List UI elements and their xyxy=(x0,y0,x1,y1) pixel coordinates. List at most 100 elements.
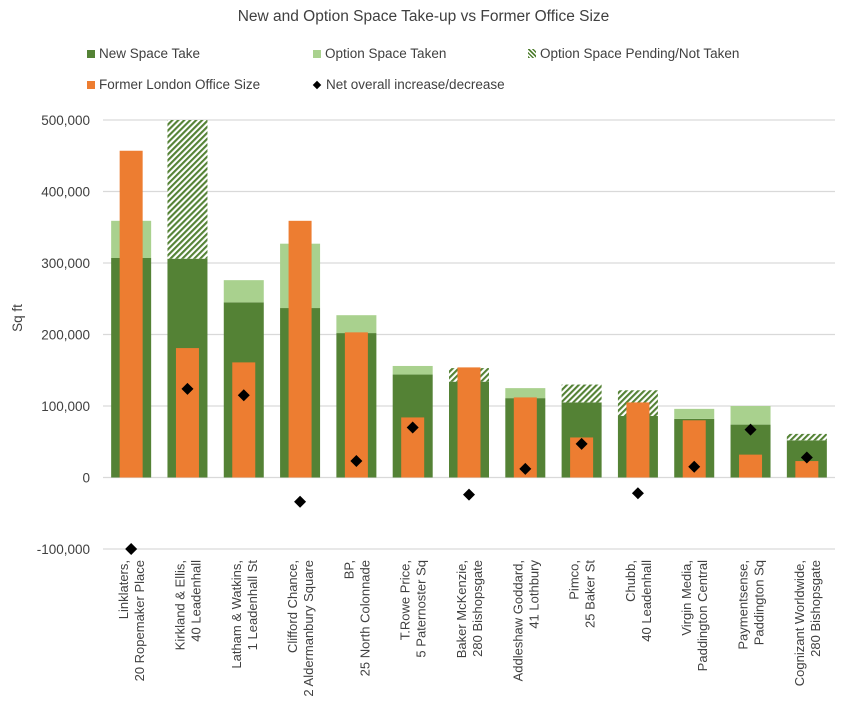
marker-net-change xyxy=(631,487,644,500)
x-tick-label: 40 Leadenhall xyxy=(639,560,654,642)
legend-swatch-dark-green-icon xyxy=(87,49,95,58)
x-tick-label: 20 Ropemaker Place xyxy=(132,560,147,681)
x-tick-label-group: Clifford Chance, 2 Aldermanbury Square xyxy=(285,560,316,697)
marker-net-change xyxy=(463,488,475,501)
bars xyxy=(111,120,827,478)
marker-net-change xyxy=(519,462,532,475)
legend-label: Option Space Pending/Not Taken xyxy=(540,46,740,61)
x-tick-label: Latham & Watkins, xyxy=(229,560,244,669)
legend-former-office-size: Former London Office Size xyxy=(87,77,260,92)
x-tick-label: Paddington Sq xyxy=(752,560,767,645)
bar-option-space-taken xyxy=(730,406,771,425)
bar-option-space-taken xyxy=(674,408,715,419)
legend-label: Net overall increase/decrease xyxy=(326,77,505,92)
bar-former-office-size xyxy=(457,367,481,478)
legend-option-space-pending: Option Space Pending/Not Taken xyxy=(528,46,739,61)
marker-net-change xyxy=(575,437,588,450)
x-tick-label-group: Pimco, 25 Baker St xyxy=(567,560,598,628)
marker-net-change xyxy=(237,389,250,402)
bar-former-office-size xyxy=(401,417,425,478)
x-tick-label: Chubb, xyxy=(623,560,638,602)
legend-swatch-orange-icon xyxy=(87,80,95,89)
x-tick-label: Baker McKenzie, xyxy=(454,560,469,658)
x-tick-label: Pimco, xyxy=(567,560,582,600)
x-tick-label-group: Kirkland & Ellis, 40 Leadenhall xyxy=(172,560,203,650)
x-tick-label-group: Latham & Watkins, 1 Leadenhall St xyxy=(229,560,260,669)
bar-option-space-taken xyxy=(505,388,546,399)
x-tick-label: 280 Bishopsgate xyxy=(470,560,485,657)
x-tick-label: 280 Bishopsgate xyxy=(808,560,823,657)
bar-former-office-size xyxy=(513,397,537,478)
marker-net-change xyxy=(181,382,194,395)
x-tick-label-group: Chubb, 40 Leadenhall xyxy=(623,560,654,642)
legend-swatch-light-green-icon xyxy=(313,49,321,58)
x-tick-label: Linklaters, xyxy=(116,560,131,619)
bar-former-office-size xyxy=(739,454,763,478)
x-tick-label: 2 Aldermanbury Square xyxy=(301,560,316,697)
x-tick-label: Paddington Central xyxy=(695,560,710,671)
bar-former-office-size xyxy=(682,420,706,478)
x-tick-label: Virgin Media, xyxy=(679,560,694,636)
legend-swatch-hatched-icon xyxy=(528,49,536,58)
markers xyxy=(125,382,813,555)
bar-former-office-size xyxy=(795,461,819,478)
x-tick-label: Paymentsense, xyxy=(736,560,751,650)
x-tick-label-group: Virgin Media, Paddington Central xyxy=(679,560,710,671)
y-tick-label: 500,000 xyxy=(41,113,90,128)
marker-net-change xyxy=(294,495,307,508)
bar-option-space-taken xyxy=(223,280,264,303)
x-tick-label-group: T.Rowe Price, 5 Paternoster Sq xyxy=(398,560,429,658)
x-tick-label-group: BP, 25 North Colonnade xyxy=(341,560,372,676)
marker-net-change xyxy=(744,423,757,436)
bar-option-space-pending xyxy=(167,120,208,259)
x-tick-label: 5 Paternoster Sq xyxy=(414,560,429,658)
x-tick-label-group: Linklaters, 20 Ropemaker Place xyxy=(116,560,147,681)
bar-option-space-pending xyxy=(786,433,827,441)
y-tick-label: 400,000 xyxy=(41,185,90,200)
marker-net-change xyxy=(406,421,419,434)
bar-former-office-size xyxy=(288,220,312,478)
legend-net-change: Net overall increase/decrease xyxy=(312,77,505,92)
legend-option-space-taken: Option Space Taken xyxy=(313,46,446,61)
x-tick-label: 25 Baker St xyxy=(583,560,598,628)
legend-label: New Space Take xyxy=(99,46,201,61)
x-axis-labels: Linklaters, 20 Ropemaker Place Kirkland & … xyxy=(116,560,823,697)
x-tick-label: Cognizant Worldwide, xyxy=(792,560,807,686)
bar-former-office-size xyxy=(626,402,650,478)
y-tick-label: 200,000 xyxy=(41,328,90,343)
y-tick-label: 0 xyxy=(82,471,90,486)
x-tick-label: 1 Leadenhall St xyxy=(245,560,260,651)
bar-option-space-pending xyxy=(561,384,602,403)
x-tick-label: Clifford Chance, xyxy=(285,560,300,653)
y-tick-label: 100,000 xyxy=(41,399,90,414)
x-tick-label: Kirkland & Ellis, xyxy=(172,560,187,650)
legend-label: Former London Office Size xyxy=(99,77,261,92)
bar-option-space-taken xyxy=(392,365,433,375)
x-tick-label: T.Rowe Price, xyxy=(398,560,413,640)
x-tick-label-group: Cognizant Worldwide, 280 Bishopsgate xyxy=(792,560,823,686)
bar-former-office-size xyxy=(232,362,256,478)
x-tick-label-group: Paymentsense, Paddington Sq xyxy=(736,560,767,650)
bar-option-space-taken xyxy=(336,315,377,334)
marker-net-change xyxy=(688,460,701,473)
x-tick-label: BP, xyxy=(341,560,356,579)
chart-title: New and Option Space Take-up vs Former O… xyxy=(237,8,610,25)
x-tick-label: 40 Leadenhall xyxy=(188,560,203,642)
x-tick-label-group: Addleshaw Goddard, 41 Lothbury xyxy=(510,560,541,682)
y-axis-title: Sq ft xyxy=(10,304,25,332)
y-tick-label: -100,000 xyxy=(37,542,90,557)
y-axis-ticks: -100,000 0 100,000 200,000 300,000 400,000 500… xyxy=(37,113,90,557)
y-tick-label: 300,000 xyxy=(41,256,90,271)
x-tick-label: 25 North Colonnade xyxy=(357,560,372,676)
legend-new-space-take: New Space Take xyxy=(87,46,200,61)
x-tick-label-group: Baker McKenzie, 280 Bishopsgate xyxy=(454,560,485,658)
bar-former-office-size xyxy=(119,150,143,478)
bar-former-office-size xyxy=(570,437,594,478)
marker-net-change xyxy=(125,543,138,555)
bar-former-office-size xyxy=(344,332,368,478)
marker-net-change xyxy=(350,455,363,468)
marker-net-change xyxy=(800,451,813,464)
x-tick-label: 41 Lothbury xyxy=(526,560,541,629)
x-tick-label: Addleshaw Goddard, xyxy=(510,560,525,681)
